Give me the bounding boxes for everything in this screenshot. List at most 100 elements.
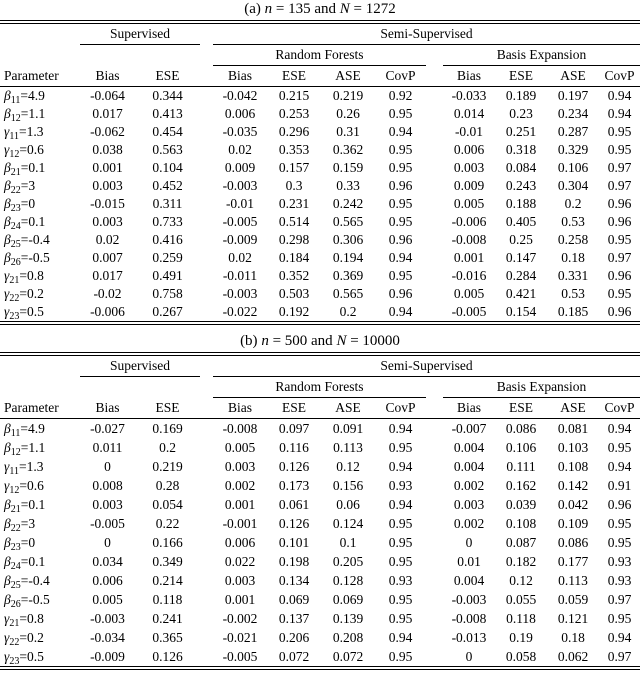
parameter-cell: β11=4.9 xyxy=(4,88,45,105)
value-cell: -0.009 xyxy=(90,649,125,664)
value-cell: 0.003 xyxy=(92,497,123,512)
table-row: β24=0.1 0.034 0.349 0.022 0.198 0.205 0.95 0.01… xyxy=(0,552,640,571)
value-cell: 0.014 xyxy=(453,106,485,121)
table-row: γ21=0.8 0.017 0.491 -0.011 0.352 0.369 0.95 -0.… xyxy=(0,267,640,285)
value-cell: 0.198 xyxy=(278,554,310,569)
parameter-cell: β11=4.9 xyxy=(4,421,45,438)
ase-column-header: ASE xyxy=(547,397,599,419)
value-cell: 0.92 xyxy=(388,88,413,103)
random-forests-group-header: Random Forests xyxy=(213,376,426,398)
value-cell: 0.344 xyxy=(152,88,183,103)
column-header-row: Parameter Bias ESE Bias ESE ASE CovP Bia… xyxy=(0,397,640,419)
value-cell: 0.009 xyxy=(224,160,256,175)
table-row: β25=-0.4 0.02 0.416 -0.009 0.298 0.306 0.96 -0.… xyxy=(0,231,640,249)
value-cell: 0.25 xyxy=(509,232,533,247)
value-cell: 0.003 xyxy=(453,160,485,175)
value-cell: 0.53 xyxy=(561,286,585,301)
value-cell: -0.064 xyxy=(90,88,125,103)
parameter-cell: γ12=0.6 xyxy=(4,478,44,495)
value-cell: 0.173 xyxy=(278,478,310,493)
column-gap xyxy=(200,628,213,647)
value-cell: 0.109 xyxy=(557,516,589,531)
value-cell: 0.062 xyxy=(557,649,589,664)
value-cell: 0.111 xyxy=(506,459,536,474)
value-cell: 0.565 xyxy=(332,214,364,229)
value-cell: 0.087 xyxy=(505,535,537,550)
value-cell: 0.318 xyxy=(505,142,537,157)
empty-cell xyxy=(80,377,200,398)
table-row: γ12=0.6 0.038 0.563 0.02 0.353 0.362 0.95 0.006… xyxy=(0,141,640,159)
value-cell: 0.514 xyxy=(278,214,310,229)
value-cell: -0.005 xyxy=(451,304,487,319)
column-gap xyxy=(426,285,443,303)
value-cell: 0.95 xyxy=(388,592,413,607)
value-cell: 0.108 xyxy=(505,516,537,531)
value-cell: 0.184 xyxy=(278,250,310,265)
bias-column-header: Bias xyxy=(443,397,495,419)
column-gap xyxy=(426,195,443,213)
value-cell: 0.169 xyxy=(152,421,183,436)
column-gap xyxy=(426,377,443,398)
value-cell: -0.027 xyxy=(90,421,125,436)
value-cell: 0.95 xyxy=(388,649,413,664)
value-cell: 0.251 xyxy=(505,124,537,139)
value-cell: 0.349 xyxy=(152,554,183,569)
value-cell: 0.95 xyxy=(607,124,632,139)
value-cell: 0.352 xyxy=(278,268,310,283)
column-gap xyxy=(426,123,443,141)
value-cell: 0.96 xyxy=(388,286,413,301)
value-cell: 0.001 xyxy=(224,497,256,512)
column-gap xyxy=(200,514,213,533)
table-row: β25=-0.4 0.006 0.214 0.003 0.134 0.128 0.93 0.0… xyxy=(0,571,640,590)
column-gap xyxy=(426,647,443,666)
value-cell: 0.219 xyxy=(152,459,183,474)
covp-column-header: CovP xyxy=(375,397,426,419)
value-cell: 0.113 xyxy=(558,573,588,588)
value-cell: 0.097 xyxy=(278,421,310,436)
value-cell: 0.18 xyxy=(561,630,585,645)
semi-supervised-group-header: Semi-Supervised xyxy=(213,24,640,45)
value-cell: 0.353 xyxy=(278,142,310,157)
value-cell: -0.008 xyxy=(451,232,487,247)
value-cell: 0.304 xyxy=(557,178,589,193)
group-header-row: Supervised Semi-Supervised xyxy=(0,356,640,377)
value-cell: -0.015 xyxy=(90,196,125,211)
value-cell: 0.142 xyxy=(557,478,589,493)
column-gap xyxy=(426,514,443,533)
value-cell: 0.177 xyxy=(557,554,589,569)
ase-column-header: ASE xyxy=(321,65,375,87)
value-cell: 0.94 xyxy=(607,630,632,645)
table-row: β22=3 0.003 0.452 -0.003 0.3 0.33 0.96 0.009 0.2… xyxy=(0,177,640,195)
value-cell: 0.2 xyxy=(339,304,357,319)
value-cell: 0.93 xyxy=(388,478,413,493)
table-row: γ23=0.5 -0.006 0.267 -0.022 0.192 0.2 0.94 -0.0… xyxy=(0,303,640,321)
value-cell: 0.22 xyxy=(155,516,180,531)
value-cell: 0.003 xyxy=(92,178,123,193)
value-cell: 0.003 xyxy=(224,573,256,588)
value-cell: 0.234 xyxy=(557,106,589,121)
supervised-group-header: Supervised xyxy=(80,356,200,377)
column-gap xyxy=(426,249,443,267)
value-cell: 0.106 xyxy=(505,440,537,455)
column-gap xyxy=(200,457,213,476)
parameter-cell: γ12=0.6 xyxy=(4,142,44,159)
column-gap xyxy=(200,476,213,495)
value-cell: 0 xyxy=(104,459,111,474)
ese-column-header: ESE xyxy=(135,397,200,419)
column-gap xyxy=(200,159,213,177)
value-cell: 0.95 xyxy=(388,106,413,121)
covp-column-header: CovP xyxy=(599,65,640,87)
value-cell: 0.565 xyxy=(332,286,364,301)
value-cell: 0.96 xyxy=(607,304,632,319)
value-cell: 0.416 xyxy=(152,232,183,247)
parameter-cell: β12=1.1 xyxy=(4,106,46,123)
basis-expansion-group-header: Basis Expansion xyxy=(443,376,640,398)
value-cell: 0.166 xyxy=(152,535,183,550)
value-cell: 0.95 xyxy=(607,611,632,626)
parameter-cell: γ21=0.8 xyxy=(4,268,44,285)
subtable-b: (b) n = 500 and N = 10000 Supervised Sem… xyxy=(0,332,640,670)
column-gap xyxy=(426,105,443,123)
ese-column-header: ESE xyxy=(495,65,547,87)
column-gap xyxy=(200,87,213,106)
value-cell: 0.94 xyxy=(607,88,632,103)
